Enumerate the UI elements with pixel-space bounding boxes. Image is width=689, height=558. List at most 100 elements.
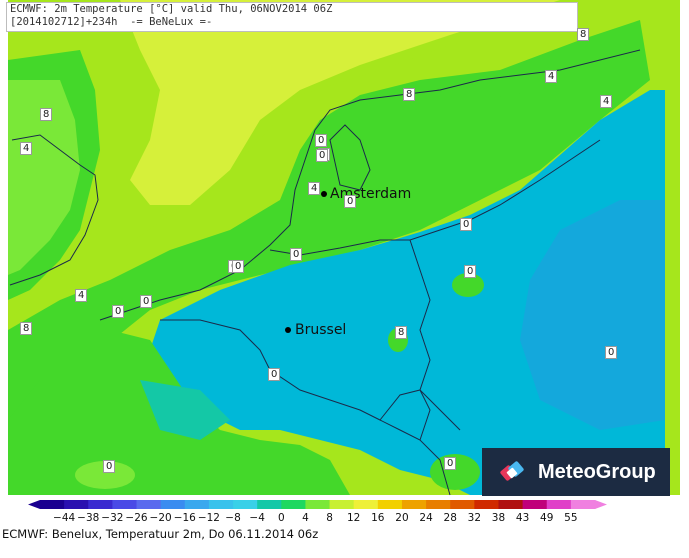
colorscale-swatch bbox=[377, 500, 403, 509]
contour-label: 0 bbox=[103, 460, 116, 473]
coastline-uk bbox=[9, 134, 99, 286]
contour-label: 0 bbox=[315, 134, 328, 147]
contour-label: 8 bbox=[20, 322, 33, 335]
colorscale-swatch bbox=[184, 500, 210, 509]
contour-label: 8 bbox=[40, 108, 53, 121]
colorscale-ticks: −44 −38 −32 −26 −20 −16 −12 −8 −4 0 4 8 12 16 20 24 28 32… bbox=[0, 512, 689, 526]
contour-label: 8 bbox=[395, 326, 408, 339]
colorscale-tick-label: 20 bbox=[395, 512, 409, 524]
colorscale-swatch bbox=[570, 500, 596, 509]
uk-land-region bbox=[8, 80, 80, 275]
contour-label: 4 bbox=[545, 70, 558, 83]
ijsselmeer-outline bbox=[329, 124, 371, 191]
brussel-marker bbox=[285, 327, 291, 333]
colorscale-tick-label: 8 bbox=[326, 512, 333, 524]
colorscale-tick-label: −16 bbox=[173, 512, 196, 524]
contour-label: 4 bbox=[75, 289, 88, 302]
colorscale-tick-label: 43 bbox=[515, 512, 530, 524]
contour-label: 0 bbox=[344, 195, 357, 208]
colorscale-swatch bbox=[136, 500, 162, 509]
colorscale-swatch bbox=[450, 500, 475, 509]
contour-label: 0 bbox=[140, 295, 153, 308]
contour-label: 0 bbox=[605, 346, 618, 359]
colorscale-tick-label: −44 bbox=[53, 512, 76, 524]
contour-label: 8 bbox=[577, 28, 590, 41]
colorscale-swatch bbox=[112, 500, 138, 509]
colorscale-right-arrow bbox=[595, 500, 607, 509]
contour-label: 4 bbox=[20, 142, 33, 155]
colorscale-swatch bbox=[64, 500, 89, 509]
map-footer: ECMWF: Benelux, Temperatuur 2m, Do 06.11… bbox=[2, 527, 319, 541]
colorscale-swatch bbox=[233, 500, 258, 509]
header-line-2: [2014102712]+234h -= BeNeLux =- bbox=[10, 16, 213, 28]
colorscale-tick-label: 12 bbox=[347, 512, 361, 524]
contour-label: 0 bbox=[112, 305, 125, 318]
border-netherlands bbox=[269, 139, 601, 256]
colorscale-tick-label: −4 bbox=[249, 512, 265, 524]
contour-label: 8 bbox=[403, 88, 416, 101]
colorscale-swatch bbox=[88, 500, 113, 509]
colorscale-tick-label: 49 bbox=[540, 512, 554, 524]
city-label-amsterdam: Amsterdam bbox=[330, 186, 412, 202]
green-patch-south bbox=[75, 461, 135, 489]
contour-label: 0 bbox=[444, 457, 457, 470]
contour-label: 0 bbox=[290, 248, 303, 261]
colorscale-tick-label: −32 bbox=[101, 512, 124, 524]
colorscale-tick-label: 32 bbox=[467, 512, 482, 524]
colorscale-left-arrow bbox=[28, 500, 40, 509]
colorscale-swatch bbox=[426, 500, 451, 509]
colorscale-swatch bbox=[546, 500, 572, 509]
colorscale-bar bbox=[28, 500, 607, 509]
colorscale-tick-label: −20 bbox=[149, 512, 172, 524]
meteogroup-logo-icon bbox=[500, 459, 526, 485]
colorscale-swatch bbox=[522, 500, 548, 509]
colorscale-swatch bbox=[401, 500, 427, 509]
meteogroup-logo: MeteoGroup bbox=[482, 448, 670, 496]
colorscale-swatch bbox=[281, 500, 306, 509]
contour-label: 0 bbox=[232, 260, 245, 273]
colder-land-region bbox=[520, 200, 665, 430]
contour-label: 0 bbox=[316, 149, 329, 162]
colorscale-swatch bbox=[305, 500, 331, 509]
contour-label: 4 bbox=[308, 182, 321, 195]
warmest-sea-region bbox=[120, 0, 560, 205]
colorscale-tick-label: −38 bbox=[77, 512, 100, 524]
colorscale-tick-label: 16 bbox=[371, 512, 385, 524]
netherlands-green-region bbox=[290, 90, 560, 240]
city-label-brussel: Brussel bbox=[295, 322, 347, 338]
colorscale-swatch bbox=[498, 500, 524, 509]
map-header: ECMWF: 2m Temperature [°C] valid Thu, 06… bbox=[6, 2, 578, 32]
france-cold-patch bbox=[140, 380, 230, 440]
contour-label: 0 bbox=[268, 368, 281, 381]
colorscale-swatch bbox=[257, 500, 282, 509]
contour-label: 0 bbox=[460, 218, 473, 231]
colorscale-tick-label: 55 bbox=[564, 512, 578, 524]
colorscale-tick-label: 28 bbox=[443, 512, 457, 524]
header-line-1: ECMWF: 2m Temperature [°C] valid Thu, 06… bbox=[10, 3, 333, 15]
colorscale-swatch bbox=[353, 500, 379, 509]
coastline-continent bbox=[99, 49, 641, 321]
colorscale-swatch bbox=[208, 500, 234, 509]
colorscale-tick-label: 38 bbox=[491, 512, 506, 524]
colorscale-tick-label: 4 bbox=[302, 512, 309, 524]
meteogroup-logo-text: MeteoGroup bbox=[538, 460, 656, 483]
colorscale-tick-label: 24 bbox=[419, 512, 433, 524]
colorscale-swatch bbox=[40, 500, 65, 509]
colorscale-tick-label: −26 bbox=[125, 512, 148, 524]
contour-label: 0 bbox=[464, 265, 477, 278]
border-luxembourg bbox=[379, 389, 431, 441]
warm-sea-region bbox=[8, 0, 580, 320]
colorscale-swatch bbox=[329, 500, 355, 509]
colorscale-tick-label: 0 bbox=[277, 512, 285, 524]
border-germany bbox=[409, 239, 461, 431]
colorscale-swatch bbox=[160, 500, 186, 509]
colorscale-swatch bbox=[474, 500, 499, 509]
colorscale-tick-label: −8 bbox=[225, 512, 241, 524]
cold-land-region bbox=[150, 90, 665, 495]
contour-label: 4 bbox=[600, 95, 613, 108]
green-patch-east-belgium bbox=[452, 273, 484, 297]
colorscale-tick-label: −12 bbox=[197, 512, 220, 524]
green-patch-southeast bbox=[430, 454, 480, 490]
amsterdam-marker bbox=[321, 191, 327, 197]
